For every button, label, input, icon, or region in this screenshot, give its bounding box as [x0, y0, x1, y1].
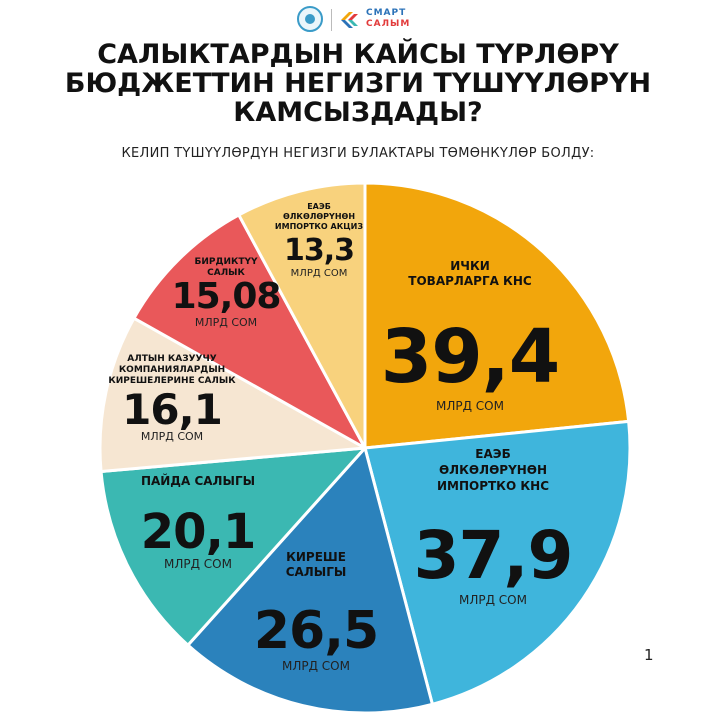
slice-unit-label: МЛРД СОМ [141, 430, 203, 443]
slice-unit-label: МЛРД СОМ [164, 557, 232, 571]
slice-name-label: ИМПОРТКО АКЦИЗ [275, 222, 363, 231]
slice-name-label: КИРЕШЕЛЕРИНЕ САЛЫК [108, 376, 236, 386]
slice-name-label: КОМПАНИЯЛАРДЫН [119, 365, 225, 375]
brand-name: СМАРТ САЛЫМ [366, 8, 410, 30]
pie-slice [237, 181, 367, 450]
slice-value-label: 13,3 [284, 233, 354, 268]
slice-name-label: ЕАЭБ [307, 202, 331, 211]
page-title: САЛЫКТАРДЫН КАЙСЫ ТҮРЛӨРҮ БЮДЖЕТТИН НЕГИ… [64, 39, 652, 128]
pie-slice [98, 316, 367, 474]
pie-slice [186, 446, 434, 715]
slice-value-label: 16,1 [122, 385, 222, 434]
slice-name-label: ТОВАРЛАРГА КНС [408, 274, 532, 288]
header-logos: СМАРТ САЛЫМ [0, 6, 716, 34]
slice-name-label: ПАЙДА САЛЫГЫ [141, 473, 255, 488]
logo-divider [331, 9, 332, 31]
slice-name-label: КИРЕШЕ [286, 550, 346, 564]
slice-unit-label: МЛРД СОМ [282, 659, 350, 673]
state-emblem-icon [297, 6, 323, 32]
slice-name-label: ӨЛКӨЛӨРҮНӨН [283, 212, 355, 221]
pie-slice [99, 446, 367, 647]
slice-name-label: ИЧКИ [450, 259, 490, 273]
slice-unit-label: МЛРД СОМ [195, 316, 257, 329]
smart-salym-logo-icon [341, 12, 358, 28]
slice-value-label: 37,9 [414, 517, 573, 594]
slice-name-label: АЛТЫН КАЗУУЧУ [127, 354, 216, 364]
slice-name-label: САЛЫК [207, 268, 245, 278]
brand-line-1: СМАРТ [366, 8, 407, 18]
slice-name-label: ИМПОРТКО КНС [437, 479, 549, 493]
pie-slice [363, 181, 631, 450]
page-subtitle: КЕЛИП ТҮШҮҮЛӨРДҮН НЕГИЗГИ БУЛАКТАРЫ ТӨМӨ… [121, 146, 595, 161]
page-number: 1 [644, 646, 654, 664]
slice-unit-label: МЛРД СОМ [291, 268, 348, 279]
pie-slice [363, 419, 632, 706]
slice-unit-label: МЛРД СОМ [436, 399, 504, 413]
slice-value-label: 26,5 [254, 601, 378, 661]
brand-line-2: САЛЫМ [366, 19, 411, 29]
slice-name-label: ӨЛКӨЛӨРҮНӨН [439, 463, 547, 477]
slice-value-label: 20,1 [141, 504, 255, 560]
slice-value-label: 39,4 [381, 314, 560, 400]
slice-name-label: БИРДИКТҮҮ [194, 257, 258, 267]
slice-value-label: 15,08 [172, 276, 281, 317]
slice-name-label: ЕАЭБ [475, 447, 510, 461]
slice-unit-label: МЛРД СОМ [459, 593, 527, 607]
pie-slice [132, 213, 367, 450]
slice-name-label: САЛЫГЫ [286, 565, 347, 579]
